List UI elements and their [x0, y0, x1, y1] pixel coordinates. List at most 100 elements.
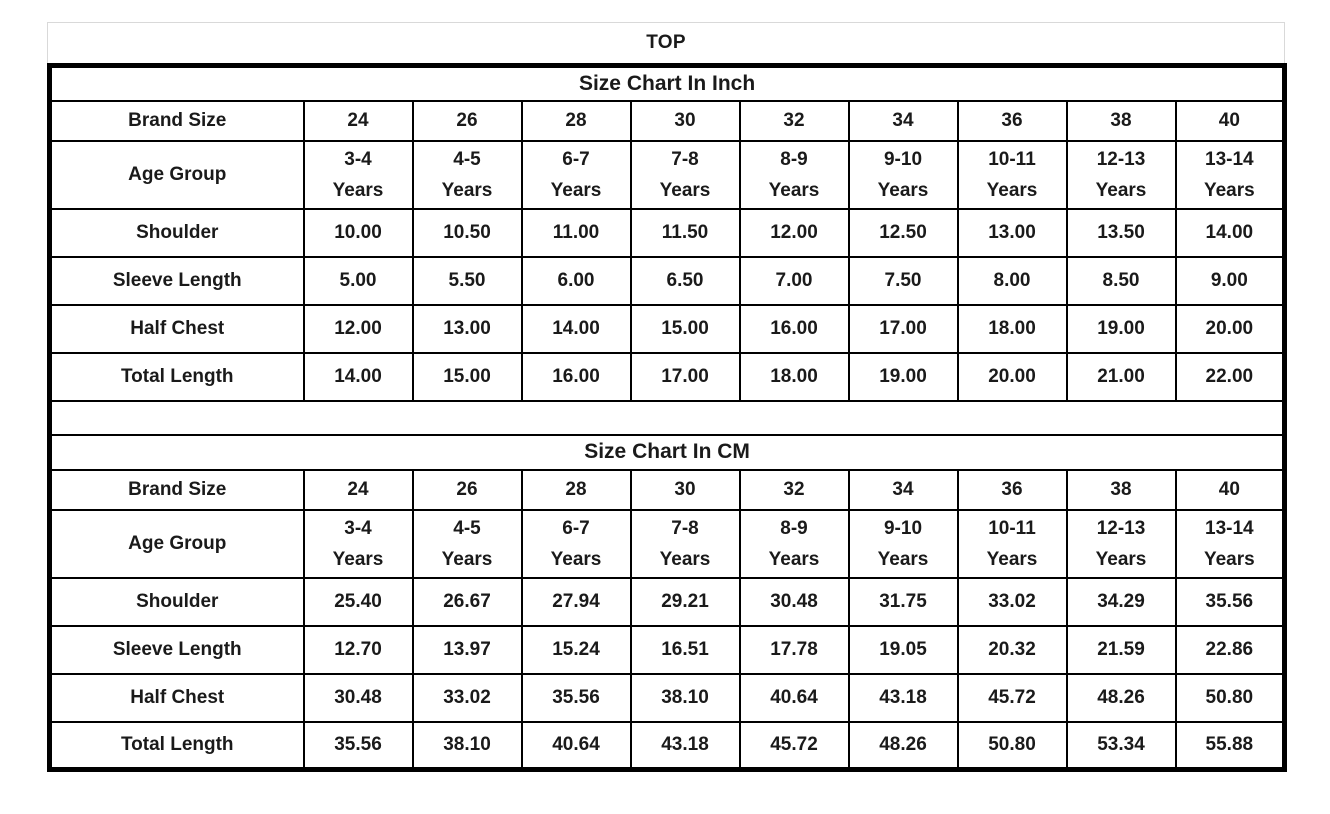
age-group-cell: 8-9 Years: [738, 508, 850, 579]
age-group-cell: 4-5 Years: [411, 139, 523, 210]
measurement-value-cell: 35.56: [1174, 576, 1286, 627]
age-unit: Years: [332, 179, 384, 201]
row-label-cell: Sleeve Length: [48, 255, 305, 306]
age-group-cell: 10-11 Years: [956, 139, 1068, 210]
measurement-value-cell: 40.64: [738, 672, 850, 723]
age-group-cell: 6-7 Years: [520, 139, 632, 210]
brand-size-value-cell: 40: [1174, 99, 1286, 142]
measurement-value-cell: 48.26: [1065, 672, 1177, 723]
measurement-value-cell: 40.64: [520, 720, 632, 771]
age-unit: Years: [986, 179, 1038, 201]
measurement-value-cell: 38.10: [629, 672, 741, 723]
measurement-row: Half Chest 30.48 33.02 35.56 38.10 40.64 43.18…: [48, 672, 1286, 723]
age-range: 9-10: [883, 148, 923, 170]
brand-size-value-cell: 36: [956, 99, 1068, 142]
age-unit: Years: [768, 179, 820, 201]
measurement-value-cell: 13.00: [956, 207, 1068, 258]
row-label-cell: Half Chest: [48, 303, 305, 354]
measurement-value-cell: 14.00: [1174, 207, 1286, 258]
row-label-cell: Total Length: [48, 720, 305, 771]
measurement-value-cell: 43.18: [847, 672, 959, 723]
sheet-title: TOP: [646, 32, 686, 53]
age-group-row: Age Group 3-4 Years 4-5 Years 6-7 Years 7-8 Year…: [48, 508, 1286, 579]
age-unit: Years: [1203, 179, 1255, 201]
measurement-value-cell: 19.05: [847, 624, 959, 675]
measurement-value-cell: 53.34: [1065, 720, 1177, 771]
age-unit: Years: [550, 548, 602, 570]
age-range: 4-5: [453, 148, 481, 170]
age-unit: Years: [1095, 179, 1147, 201]
measurement-value-cell: 18.00: [956, 303, 1068, 354]
age-group-cell: 7-8 Years: [629, 139, 741, 210]
measurement-value-cell: 30.48: [738, 576, 850, 627]
age-range: 13-14: [1205, 148, 1254, 170]
measurement-value-cell: 14.00: [520, 303, 632, 354]
age-group-cell: 13-14 Years: [1174, 508, 1286, 579]
brand-size-value-cell: 24: [302, 468, 414, 511]
age-unit: Years: [1095, 548, 1147, 570]
measurement-value-cell: 6.50: [629, 255, 741, 306]
measurement-row: Sleeve Length 12.70 13.97 15.24 16.51 17.78 19…: [48, 624, 1286, 675]
measurement-value-cell: 7.50: [847, 255, 959, 306]
measurement-value-cell: 17.00: [629, 351, 741, 402]
measurement-row: Sleeve Length 5.00 5.50 6.00 6.50 7.00 7.50 8.0…: [48, 255, 1286, 306]
brand-size-value-cell: 32: [738, 468, 850, 511]
age-range: 7-8: [671, 517, 699, 539]
section-gap-cell: [48, 399, 1286, 436]
measurement-value-cell: 8.00: [956, 255, 1068, 306]
age-unit: Years: [550, 179, 602, 201]
age-unit: Years: [986, 548, 1038, 570]
measurement-value-cell: 29.21: [629, 576, 741, 627]
age-unit: Years: [1203, 548, 1255, 570]
age-range: 9-10: [883, 517, 923, 539]
measurement-value-cell: 9.00: [1174, 255, 1286, 306]
measurement-value-cell: 25.40: [302, 576, 414, 627]
measurement-row: Total Length 35.56 38.10 40.64 43.18 45.72 48.…: [48, 720, 1286, 771]
brand-size-value-cell: 34: [847, 99, 959, 142]
measurement-value-cell: 19.00: [1065, 303, 1177, 354]
measurement-value-cell: 22.86: [1174, 624, 1286, 675]
age-group-cell: 9-10 Years: [847, 508, 959, 579]
brand-size-value-cell: 30: [629, 99, 741, 142]
measurement-value-cell: 26.67: [411, 576, 523, 627]
age-group-cell: 7-8 Years: [629, 508, 741, 579]
row-label-cell: Shoulder: [48, 576, 305, 627]
measurement-row: Total Length 14.00 15.00 16.00 17.00 18.00 19.…: [48, 351, 1286, 402]
measurement-value-cell: 11.00: [520, 207, 632, 258]
brand-size-value-cell: 24: [302, 99, 414, 142]
age-range: 8-9: [780, 148, 808, 170]
row-label-cell: Age Group: [48, 139, 305, 210]
measurement-value-cell: 16.00: [520, 351, 632, 402]
brand-size-value-cell: 26: [411, 468, 523, 511]
brand-size-value-cell: 28: [520, 468, 632, 511]
brand-size-value-cell: 26: [411, 99, 523, 142]
brand-size-row: Brand Size 24 26 28 30 32 34 36 38 40: [48, 99, 1286, 142]
age-range: 6-7: [562, 517, 590, 539]
measurement-value-cell: 14.00: [302, 351, 414, 402]
measurement-value-cell: 15.00: [411, 351, 523, 402]
measurement-value-cell: 7.00: [738, 255, 850, 306]
row-label-cell: Brand Size: [48, 99, 305, 142]
brand-size-value-cell: 40: [1174, 468, 1286, 511]
measurement-value-cell: 6.00: [520, 255, 632, 306]
measurement-value-cell: 35.56: [520, 672, 632, 723]
brand-size-value-cell: 38: [1065, 99, 1177, 142]
measurement-value-cell: 12.00: [302, 303, 414, 354]
measurement-value-cell: 22.00: [1174, 351, 1286, 402]
measurement-value-cell: 38.10: [411, 720, 523, 771]
measurement-row: Shoulder 25.40 26.67 27.94 29.21 30.48 31.75 33…: [48, 576, 1286, 627]
age-group-cell: 8-9 Years: [738, 139, 850, 210]
brand-size-value-cell: 30: [629, 468, 741, 511]
measurement-value-cell: 5.00: [302, 255, 414, 306]
row-label-cell: Brand Size: [48, 468, 305, 511]
measurement-value-cell: 5.50: [411, 255, 523, 306]
measurement-value-cell: 13.50: [1065, 207, 1177, 258]
age-range: 8-9: [780, 517, 808, 539]
age-group-cell: 13-14 Years: [1174, 139, 1286, 210]
age-unit: Years: [768, 548, 820, 570]
age-unit: Years: [441, 548, 493, 570]
measurement-value-cell: 10.00: [302, 207, 414, 258]
age-range: 12-13: [1096, 517, 1146, 539]
size-chart-table: Size Chart In Inch Brand Size 24 26 28 30 32 34…: [47, 63, 1288, 772]
age-group-cell: 3-4 Years: [302, 139, 414, 210]
